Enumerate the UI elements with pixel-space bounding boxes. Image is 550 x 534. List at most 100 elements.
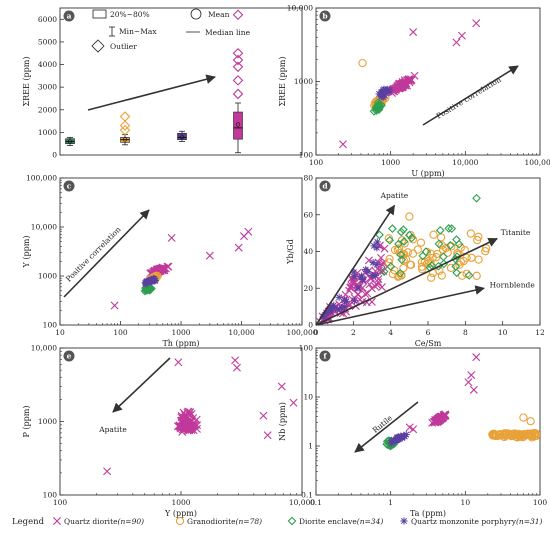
panel-e-quartz-diorite-point (192, 415, 201, 424)
panel-f-quartz-diorite (405, 353, 481, 434)
panel-d-granodiorite-point (472, 271, 481, 280)
panel-d-xtick-label: 8 (463, 328, 468, 337)
x-stroke (289, 398, 298, 407)
star-stroke (338, 304, 345, 312)
panel-c-xtick-label: 100 (113, 328, 128, 337)
panel-f-granodiorite (488, 413, 540, 442)
panel-d-granodiorite-point (408, 249, 418, 258)
x-stroke (409, 28, 418, 37)
panel-f-rutile-arrow (354, 401, 419, 453)
key-whisker-label: Min~Max (119, 27, 157, 36)
panel-d-quartz-monzonite-point (373, 261, 381, 269)
x-stroke (178, 427, 187, 436)
panel-c-quartz-diorite-point (244, 227, 253, 236)
legend-marker-star (400, 517, 408, 525)
star-stroke (350, 269, 357, 276)
x-stroke (429, 417, 438, 426)
legend-entry-count: (n=90) (118, 517, 145, 526)
panel-b-diorite-enclave-point (374, 103, 384, 113)
panel-a-ytick-label: 1000 (38, 128, 57, 137)
panel-d-granodiorite-point (466, 229, 475, 238)
panel-d-xtick-label: 4 (388, 328, 393, 337)
panel-d-hornblende-label: Hornblende (490, 280, 536, 289)
panel-d-granodiorite-point (416, 238, 426, 247)
panel-d-granodiorite-point (413, 245, 422, 254)
panel-d-quartz-monzonite-point (342, 297, 351, 305)
outlier-marker (232, 47, 244, 59)
panel-d-quartz-diorite-point (365, 280, 374, 289)
panel-f-xlabel: Ta (ppm) (410, 509, 446, 518)
legend-entry-count: (n=31) (516, 517, 543, 526)
panel-f-quartz-diorite-point (467, 371, 476, 380)
panel-d-xtick-label: 0 (314, 328, 319, 337)
panel-c-badge (63, 180, 75, 192)
x-stroke (205, 251, 214, 260)
panel-e-badge (63, 350, 75, 362)
panel-d-granodiorite-point (467, 253, 476, 262)
x-stroke (263, 431, 272, 440)
panel-e-ylabel: P (ppm) (22, 406, 31, 438)
panel-e-ytick-label: 10,000 (31, 344, 57, 353)
panel-c-ylabel: Y (ppm) (22, 236, 31, 269)
panel-d-granodiorite-point (422, 247, 432, 256)
panel-c-diorite-enclave (140, 283, 156, 296)
star-stroke (343, 298, 350, 305)
panel-d-quartz-monzonite-point (330, 301, 338, 309)
panel-d-granodiorite-point (384, 258, 393, 267)
panel-c-quartz-monzonite-point (142, 277, 151, 286)
x-stroke (179, 423, 188, 432)
panel-d-ylabel: Yb/Gd (286, 239, 295, 265)
star-stroke (359, 276, 366, 283)
panel-d-diorite-enclave-point (394, 239, 403, 249)
mean-marker (67, 139, 73, 144)
panel-d-diorite-enclave-point (386, 262, 396, 271)
panel-d-xtick-label: 2 (351, 328, 356, 337)
panel-d-granodiorite-point (406, 230, 415, 240)
panel-d-granodiorite-point (427, 273, 436, 282)
panel-a-badge (63, 10, 75, 22)
panel-d-quartz-diorite-point (377, 283, 386, 292)
star-stroke (401, 433, 408, 440)
x-stroke (234, 243, 243, 252)
panel-b-xlabel: U (ppm) (411, 169, 444, 178)
panel-a-ytick-label: 6000 (38, 15, 57, 24)
panel-d-granodiorite-point (443, 248, 452, 257)
panel-c-xtick-label: 10 (55, 328, 65, 337)
panel-e-quartz-diorite-point (179, 423, 188, 432)
x-stroke (441, 411, 450, 420)
panel-d-diorite-enclave-point (447, 224, 457, 234)
key-outlier-swatch (91, 39, 105, 53)
panel-d-diorite-enclave-point (379, 267, 389, 277)
panel-d-apatite-arrow (315, 204, 396, 326)
panel-b-diorite-enclave (369, 98, 386, 116)
box-plot-3 (177, 130, 187, 142)
star-stroke (371, 242, 378, 249)
x-stroke (347, 283, 356, 292)
panel-c-quartz-diorite-point (157, 264, 166, 273)
panel-e-ytick-label: 1000 (38, 417, 57, 426)
x-stroke (185, 422, 194, 431)
x-stroke (393, 82, 402, 91)
panel-e-letter: e (67, 352, 72, 361)
panel-e-xtick-label: 10,000 (289, 498, 315, 507)
mean-marker (235, 122, 241, 127)
key-outlier-label: Outlier (110, 42, 137, 51)
panel-d-diorite-enclave-point (375, 230, 384, 240)
x-stroke (472, 19, 481, 28)
star-stroke (336, 294, 343, 301)
star-stroke (354, 284, 362, 291)
panel-d-diorite-enclave-point (396, 250, 406, 260)
panel-b-quartz-diorite-point (409, 28, 418, 37)
x-stroke (53, 517, 61, 525)
panel-b-xtick-label: 100,000 (524, 158, 550, 167)
panel-d-granodiorite-point (420, 257, 429, 267)
panel-b-quartz-monzonite-point (380, 90, 388, 98)
star-stroke (327, 308, 334, 315)
panel-c-quartz-diorite-point (234, 243, 243, 252)
panel-d-diorite-enclave-point (405, 230, 414, 240)
panel-f-xtick-label: 10 (461, 498, 471, 507)
panel-d-diorite-enclave-point (452, 252, 462, 262)
panel-b-ytick-label: 1000 (294, 77, 313, 86)
panel-d-granodiorite (384, 212, 491, 282)
